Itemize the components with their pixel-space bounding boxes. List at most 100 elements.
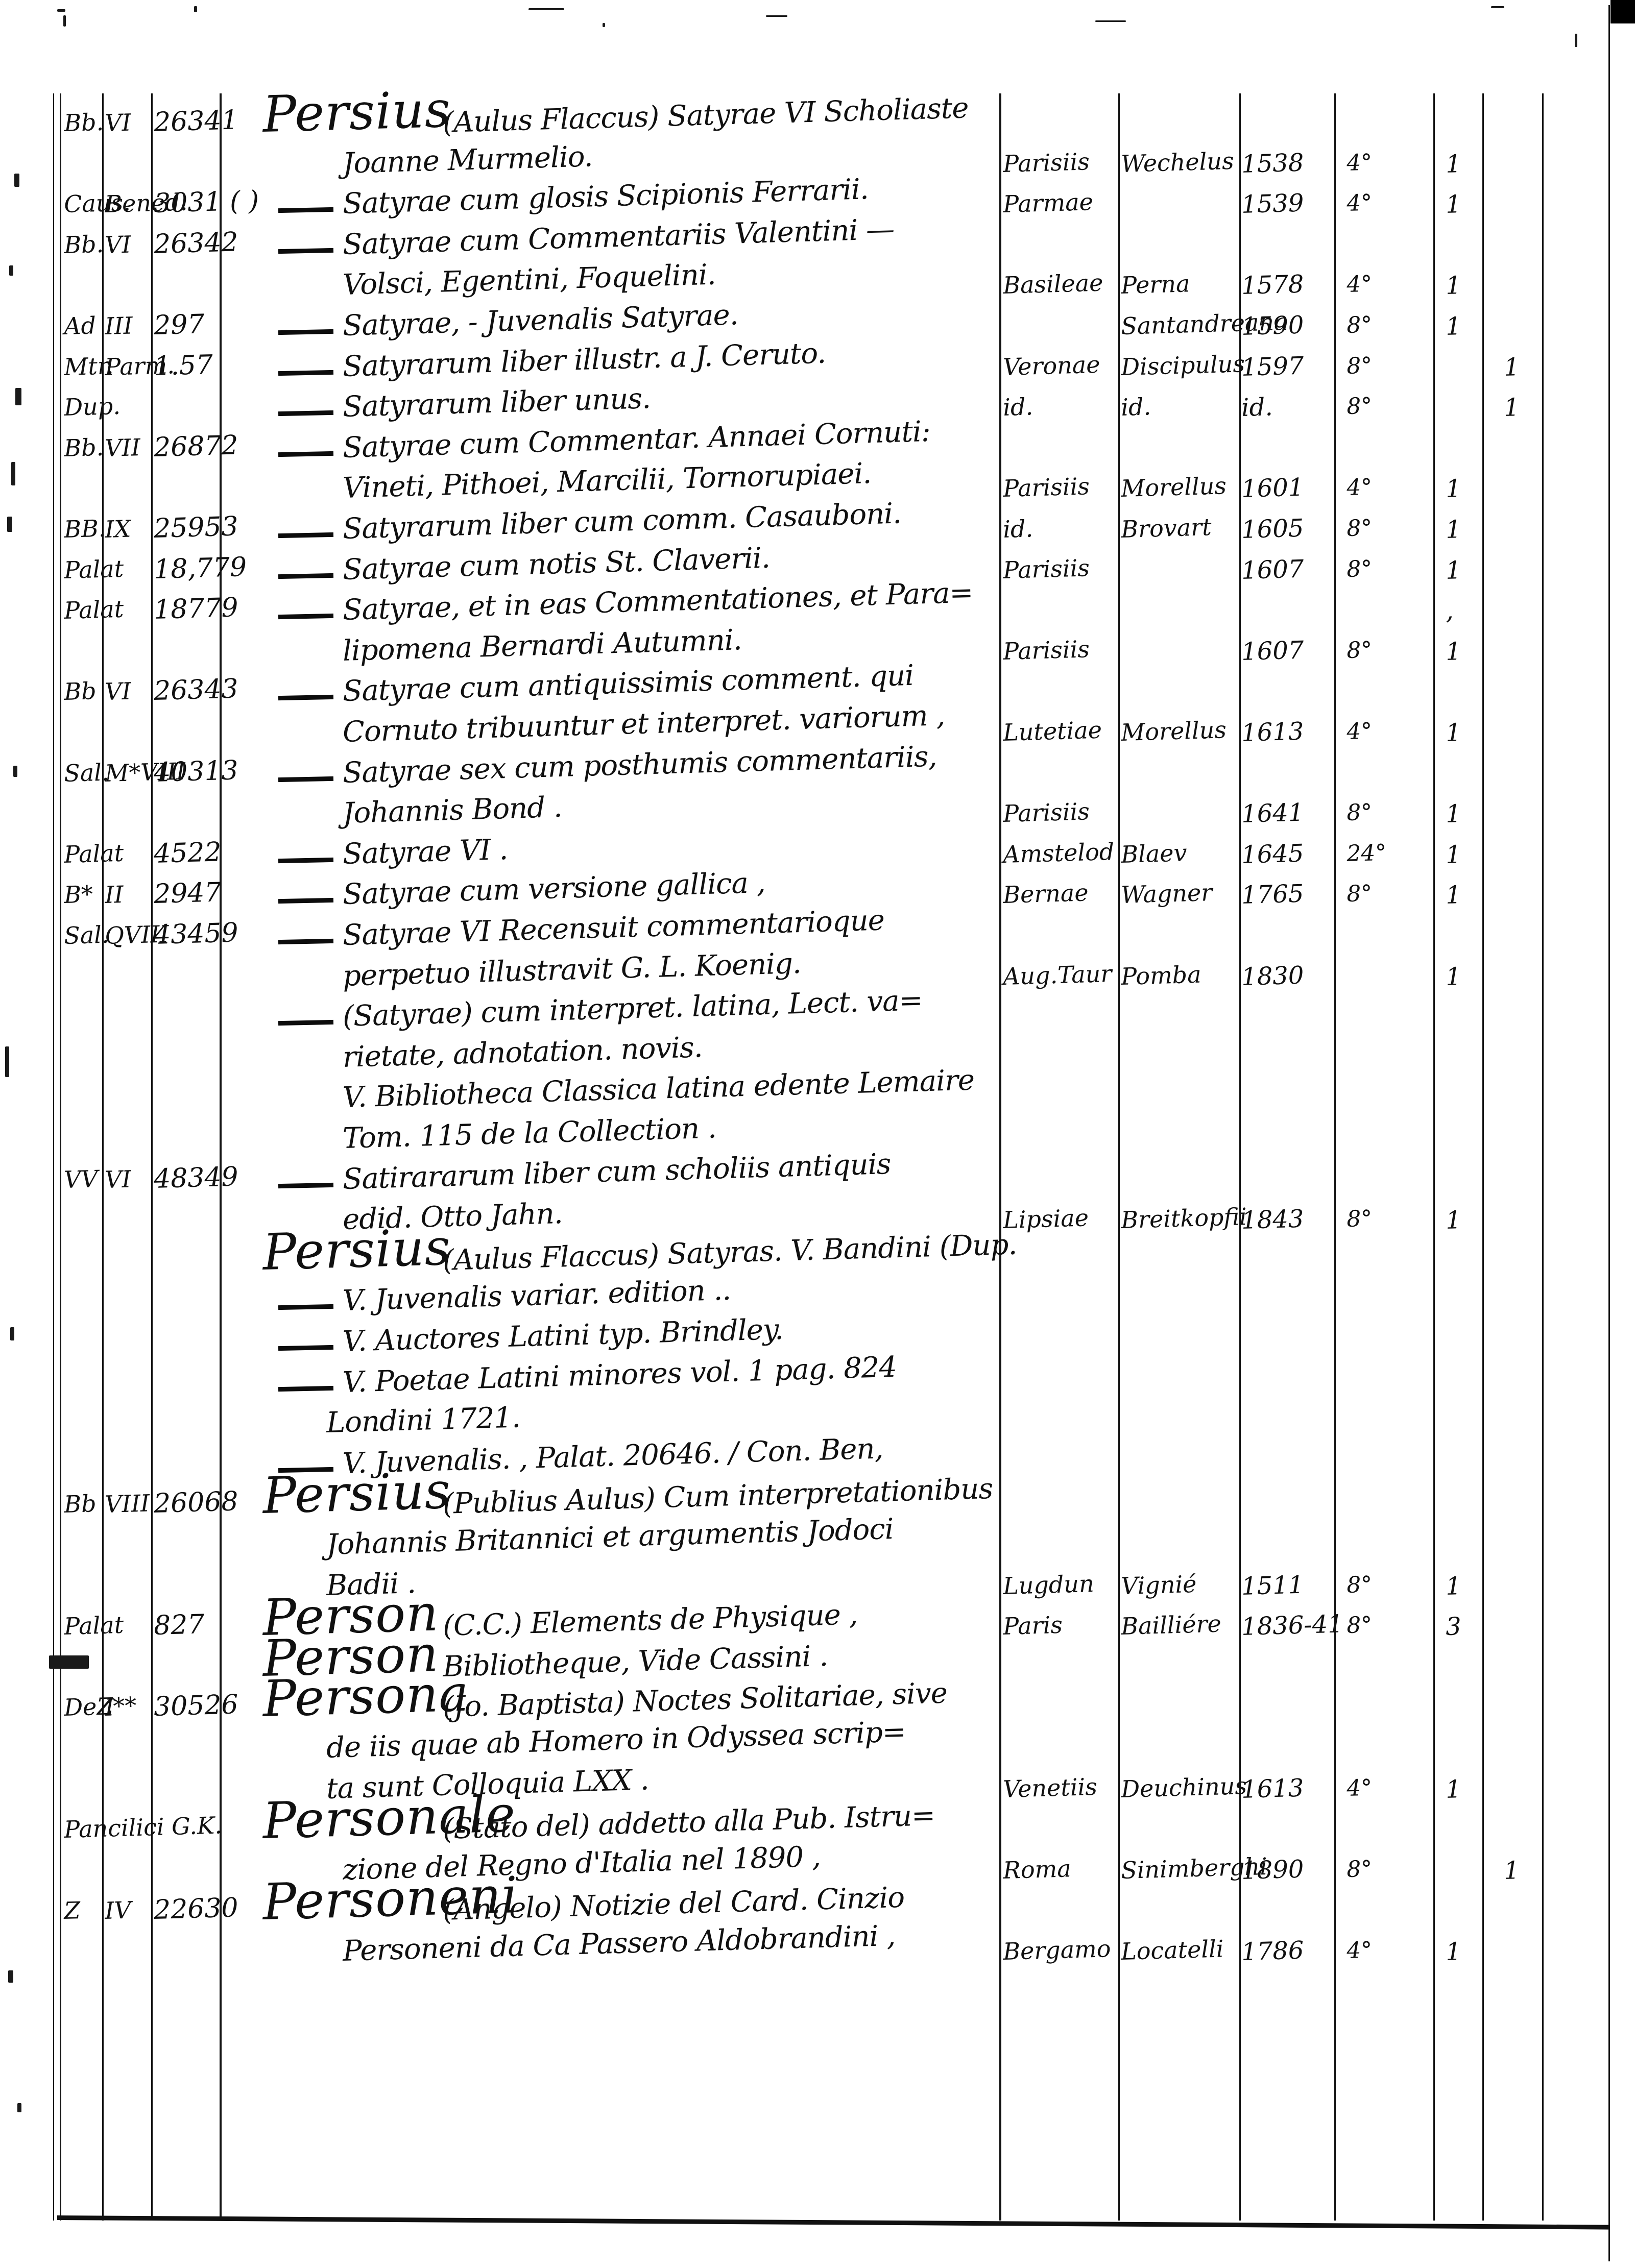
title-line: Volsci, Egentini, Foquelini.: [342, 258, 716, 302]
scan-noise: [10, 1327, 14, 1340]
title-line: Satyrae cum Commentariis Valentini —: [342, 212, 895, 261]
number-cell: 1.57: [153, 349, 213, 382]
copies-cell: 1: [1445, 271, 1462, 301]
column-rule: [1482, 93, 1484, 2221]
title-line: (Publius Aulus) Cum interpretationibus: [442, 1472, 993, 1521]
title-line: (Stato del) addetto alla Pub. Istru=: [442, 1799, 935, 1846]
copies-cell: 1: [1445, 1937, 1462, 1966]
publisher-cell: Breitkopfii: [1120, 1203, 1247, 1234]
ditto-dash: [278, 695, 334, 701]
number-cell: 40313: [153, 754, 239, 788]
title-line: Satyrae VI .: [342, 833, 509, 871]
entry-headword: Persius: [261, 80, 452, 144]
place-cell: Aug.Taur: [1002, 959, 1112, 990]
place-cell: Parisiis: [1002, 147, 1090, 178]
column-rule: [53, 93, 54, 2221]
title-line: Johannis Bond .: [342, 791, 563, 831]
copies-cell: 1: [1445, 637, 1462, 666]
entry-headword: Persona: [261, 1665, 470, 1729]
column-rule: [1118, 93, 1120, 2221]
series-cell: VI: [104, 1165, 132, 1193]
year-cell: 1830: [1241, 961, 1305, 991]
number-cell: 2947: [153, 877, 222, 910]
scan-noise: [49, 1655, 89, 1669]
copies-cell: 1: [1445, 799, 1462, 829]
column-rule: [1334, 93, 1336, 2221]
scan-noise: [57, 9, 65, 12]
ditto-dash: [278, 1182, 334, 1188]
number-cell: 18779: [153, 592, 239, 626]
publisher-cell: id.: [1120, 393, 1151, 422]
place-cell: Paris: [1002, 1611, 1063, 1641]
format-cell: 8°: [1346, 352, 1373, 379]
year-cell: id.: [1241, 393, 1273, 423]
title-line: Satyrarum liber illustr. a J. Ceruto.: [342, 336, 826, 383]
scan-noise: [13, 766, 17, 777]
entry-headword: Persius: [261, 1218, 452, 1282]
place-cell: Amstelod: [1002, 837, 1115, 868]
title-line: Vineti, Pithoei, Marcilii, Tornorupiaei.: [342, 457, 872, 505]
title-line: Londini 1721.: [326, 1401, 521, 1440]
title-line: Tom. 115 de la Collection .: [342, 1111, 717, 1155]
scan-noise: [14, 174, 19, 187]
place-cell: id.: [1002, 393, 1033, 422]
place-cell: Parisiis: [1002, 635, 1090, 665]
year-cell: 1605: [1241, 514, 1305, 544]
format-cell: 8°: [1346, 1571, 1373, 1598]
format-cell: 24°: [1346, 839, 1387, 867]
format-cell: 8°: [1346, 1205, 1373, 1233]
publisher-cell: Wechelus: [1120, 147, 1235, 178]
scan-noise: [11, 462, 15, 485]
publisher-cell: Discipulus: [1120, 349, 1245, 381]
shelfmark-cell: Bb: [63, 677, 97, 706]
place-cell: Parisiis: [1002, 553, 1090, 584]
copies-cell: 1: [1445, 840, 1462, 869]
format-cell: 8°: [1346, 515, 1373, 542]
title-line: lipomena Bernardi Autumni.: [342, 623, 742, 668]
copies-cell: 1: [1445, 190, 1462, 220]
copies-cell: 1: [1445, 881, 1462, 910]
title-line: Satyrae cum notis St. Claverii.: [342, 541, 771, 587]
scan-noise: [766, 15, 787, 17]
ditto-dash: [278, 1385, 334, 1392]
title-line: Satyrarum liber unus.: [342, 382, 651, 424]
format-cell: 8°: [1346, 555, 1373, 582]
year-cell: 1597: [1241, 351, 1305, 382]
column-rule: [151, 93, 153, 2221]
year-cell: 1843: [1241, 1204, 1305, 1235]
series-cell: II: [104, 881, 124, 909]
publisher-cell: Locatelli: [1120, 1935, 1224, 1965]
title-line: rietate, adnotation. novis.: [342, 1031, 703, 1074]
format-cell: 8°: [1346, 881, 1373, 908]
format-cell: 8°: [1346, 637, 1373, 664]
shelfmark-cell: Bb.: [63, 230, 104, 259]
shelfmark-cell: Pancilici G.K.: [63, 1811, 223, 1844]
column-rule: [999, 93, 1001, 2221]
copies-cell: 1: [1445, 962, 1462, 991]
scan-noise: [194, 6, 197, 12]
title-line: Satyrae, - Juvenalis Satyrae.: [342, 298, 739, 343]
scan-noise: [1095, 20, 1126, 22]
number-cell: 827: [153, 1609, 205, 1642]
title-line: V. Poetae Latini minores vol. 1 pag. 824: [342, 1350, 897, 1399]
publisher-cell: Deuchinus: [1120, 1771, 1247, 1803]
scan-noise: [5, 1046, 9, 1077]
place-cell: Parmae: [1002, 188, 1094, 218]
shelfmark-cell: BB.: [63, 514, 107, 543]
year-cell: 1641: [1241, 798, 1305, 829]
copies2-cell: 1: [1503, 352, 1520, 382]
place-cell: Venetiis: [1002, 1772, 1098, 1803]
series-cell: VI: [104, 230, 132, 259]
number-cell: 26343: [153, 673, 239, 707]
scan-noise: [15, 388, 21, 405]
copies-cell: 1: [1445, 718, 1462, 747]
scan-noise: [63, 15, 66, 27]
number-cell: 25953: [153, 511, 239, 544]
series-cell: IX: [104, 515, 131, 543]
shelfmark-cell: Sal.: [63, 920, 110, 949]
ditto-dash: [278, 1304, 334, 1310]
ditto-dash: [278, 1345, 334, 1351]
ditto-dash: [278, 857, 334, 863]
series-cell: VI: [104, 677, 132, 706]
publisher-cell: Brovart: [1120, 513, 1212, 543]
